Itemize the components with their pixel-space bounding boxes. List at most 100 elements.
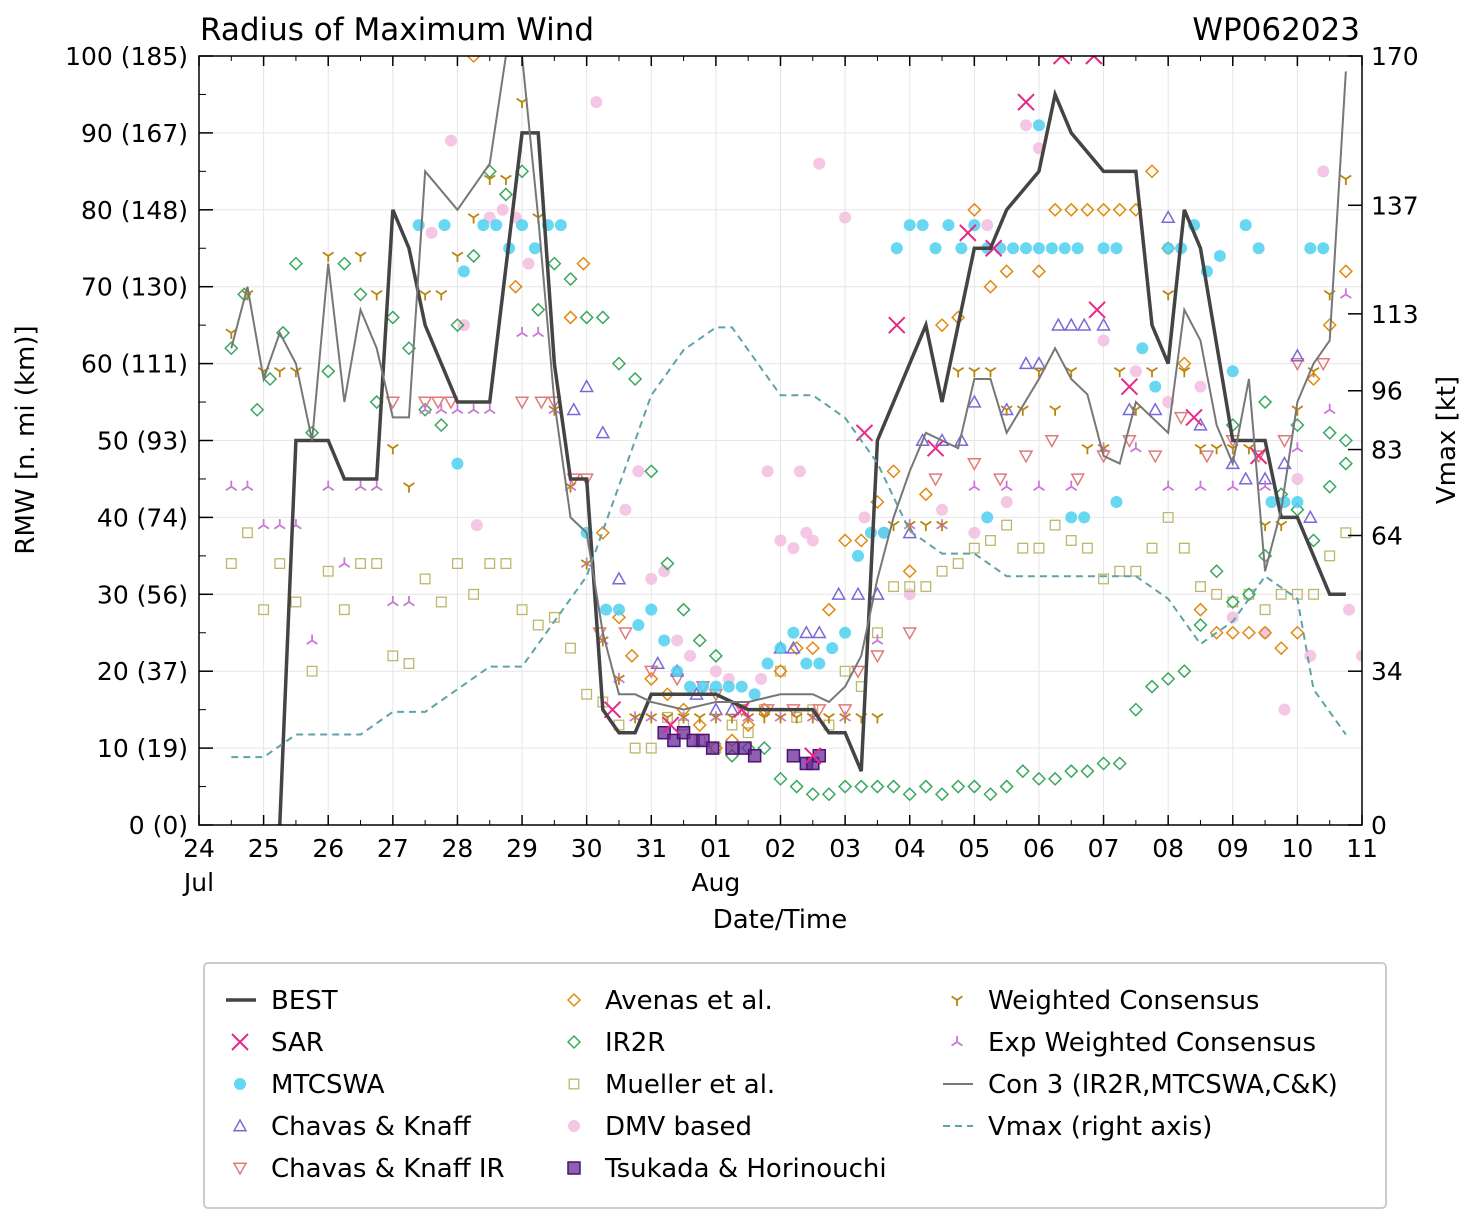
- ewc-point: [1162, 480, 1175, 491]
- ewc-point: [273, 519, 286, 530]
- dmv-point: [1356, 649, 1362, 662]
- mueller-point: [1081, 542, 1093, 554]
- ir2r-point: [595, 310, 610, 325]
- mtcswa-point: [438, 219, 451, 232]
- y2-tick-label: 137: [1371, 191, 1419, 220]
- ir2r-point: [385, 310, 400, 325]
- mueller-point: [1065, 535, 1077, 546]
- sar-point: [985, 239, 1003, 257]
- avenas-point: [902, 564, 917, 579]
- mtcswa-point: [890, 242, 903, 255]
- wc-point: [871, 712, 884, 724]
- x-tick-label: 24: [183, 834, 215, 863]
- y-tick-label: 90 (167): [81, 119, 188, 148]
- mtcswa-point: [1110, 242, 1123, 255]
- ckir-point: [992, 473, 1008, 487]
- wc-point: [1113, 366, 1126, 378]
- y-tick-label: 60 (111): [81, 350, 188, 379]
- ck-point: [1225, 456, 1241, 470]
- x-tick-label: 27: [377, 834, 409, 863]
- avenas-point: [1209, 625, 1224, 640]
- legend-label: Chavas & Knaff: [271, 1112, 472, 1142]
- avenas-point: [508, 279, 523, 294]
- dmv-point: [709, 665, 722, 678]
- mtcswa-point: [1032, 119, 1045, 132]
- ir2r-point: [789, 779, 804, 794]
- y-tick-label: 50 (93): [97, 427, 188, 456]
- mtcswa-point: [774, 642, 787, 655]
- legend-label: Exp Weighted Consensus: [988, 1028, 1316, 1058]
- avenas-point: [644, 671, 659, 686]
- dmv-point: [813, 157, 826, 170]
- mtcswa-point: [1032, 242, 1045, 255]
- ir2r-point: [1338, 456, 1353, 471]
- avenas-point: [660, 687, 675, 702]
- dmv-point: [806, 534, 819, 547]
- ck-point: [811, 625, 827, 639]
- legend-item-tsukada: Tsukada & Horinouchi: [567, 1154, 887, 1184]
- dmv-point: [522, 257, 535, 270]
- ir2r-point: [692, 633, 707, 648]
- wc-point: [273, 366, 286, 378]
- avenas-point: [1064, 202, 1079, 217]
- mtcswa-point: [852, 549, 865, 562]
- mueller-point: [1324, 550, 1336, 562]
- y-tick-label: 80 (148): [81, 196, 188, 225]
- sar-point: [1052, 56, 1071, 65]
- ir2r-point: [1322, 479, 1337, 494]
- ewc-point: [1129, 442, 1142, 453]
- data-layer: [224, 56, 1362, 825]
- mueller-point: [322, 565, 334, 577]
- mtcswa-point: [1265, 496, 1278, 509]
- legend-label: Tsukada & Horinouchi: [604, 1154, 887, 1184]
- tsukada-point: [705, 741, 720, 755]
- wc-point: [354, 251, 367, 262]
- dmv-point: [1020, 119, 1033, 132]
- avenas-point: [611, 610, 627, 625]
- legend-label: DMV based: [605, 1112, 752, 1142]
- x-tick-label: 07: [1088, 834, 1120, 863]
- y-tick-label: 20 (37): [97, 657, 188, 686]
- ck-point: [1051, 317, 1066, 331]
- mueller-point: [419, 573, 431, 585]
- y-tick-label: 40 (74): [97, 503, 188, 532]
- wc-point: [1162, 290, 1175, 301]
- avenas-point: [773, 664, 788, 679]
- dmv-point: [1343, 603, 1356, 616]
- ir2r-point: [838, 779, 853, 794]
- ck-point: [1076, 317, 1092, 331]
- y2-tick-label: 170: [1371, 42, 1419, 71]
- dmv-point: [839, 211, 852, 224]
- ir2r-point: [1080, 764, 1095, 779]
- mueller-point: [371, 558, 383, 569]
- legend-label: MTCSWA: [271, 1070, 385, 1100]
- ckir-point: [430, 396, 446, 410]
- avenas-point: [1258, 625, 1273, 640]
- ckir-point: [1044, 434, 1060, 449]
- ck-point: [1290, 348, 1305, 362]
- ir2r-point: [1064, 764, 1079, 779]
- mtcswa-point: [1239, 219, 1252, 232]
- ir2r-point: [1209, 564, 1224, 579]
- wc-point: [1146, 366, 1158, 378]
- x-tick-label: 05: [958, 834, 990, 863]
- series-best: [278, 88, 1346, 825]
- x-tick-label: 06: [1023, 834, 1055, 863]
- ckir-point: [1290, 358, 1305, 372]
- mueller-point: [985, 535, 996, 546]
- dmv-point: [658, 565, 671, 578]
- wc-point: [936, 520, 948, 532]
- legend-swatch: [232, 1118, 248, 1132]
- ir2r-point: [660, 556, 675, 571]
- mtcswa-point: [516, 219, 529, 232]
- wc-point: [467, 213, 480, 224]
- y-tick-label: 30 (56): [97, 580, 188, 609]
- ewc-point: [403, 595, 415, 607]
- ck-point: [1238, 471, 1253, 485]
- mueller-point: [403, 658, 415, 669]
- mtcswa-point: [813, 657, 826, 670]
- ewc-point: [338, 557, 351, 568]
- dmv-point: [1000, 496, 1013, 509]
- dmv-point: [470, 519, 483, 532]
- mtcswa-point: [612, 603, 625, 616]
